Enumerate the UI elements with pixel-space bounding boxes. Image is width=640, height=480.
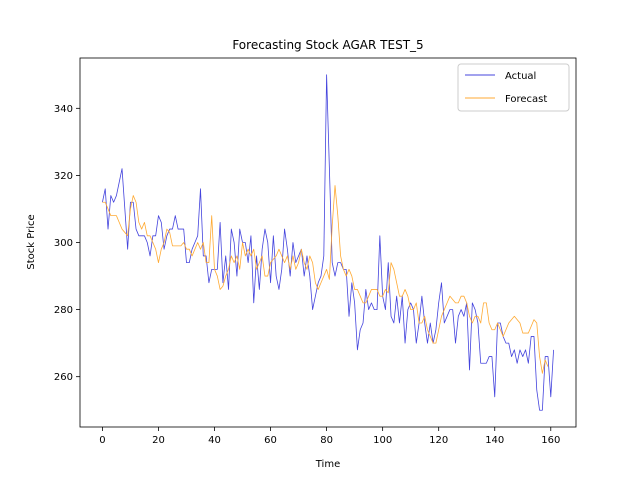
legend: Actual Forecast	[457, 63, 570, 112]
x-tick-label: 0	[99, 435, 105, 446]
x-tick-label: 20	[152, 435, 165, 446]
x-axis-ticks: 0 20 40 60 80 100 120 140 160	[99, 427, 560, 446]
y-tick-label: 300	[54, 238, 73, 249]
legend-box	[457, 63, 570, 112]
y-tick-label: 280	[54, 305, 73, 316]
chart-title: Forecasting Stock AGAR TEST_5	[232, 38, 423, 52]
series-line-actual	[102, 74, 554, 411]
x-tick-label: 140	[485, 435, 504, 446]
x-tick-label: 40	[208, 435, 221, 446]
y-tick-label: 340	[54, 104, 73, 115]
legend-label-actual: Actual	[505, 71, 536, 82]
y-axis-ticks: 260 280 300 320 340	[54, 104, 80, 383]
y-axis-label: Stock Price	[26, 214, 37, 269]
x-tick-label: 60	[264, 435, 277, 446]
x-tick-label: 160	[541, 435, 560, 446]
series-line-forecast	[102, 185, 549, 374]
x-tick-label: 80	[320, 435, 333, 446]
x-tick-label: 120	[429, 435, 448, 446]
y-tick-label: 260	[54, 372, 73, 383]
legend-label-forecast: Forecast	[505, 94, 547, 105]
y-tick-label: 320	[54, 171, 73, 182]
series-layer	[102, 74, 554, 411]
x-tick-label: 100	[373, 435, 392, 446]
x-axis-label: Time	[315, 459, 340, 470]
